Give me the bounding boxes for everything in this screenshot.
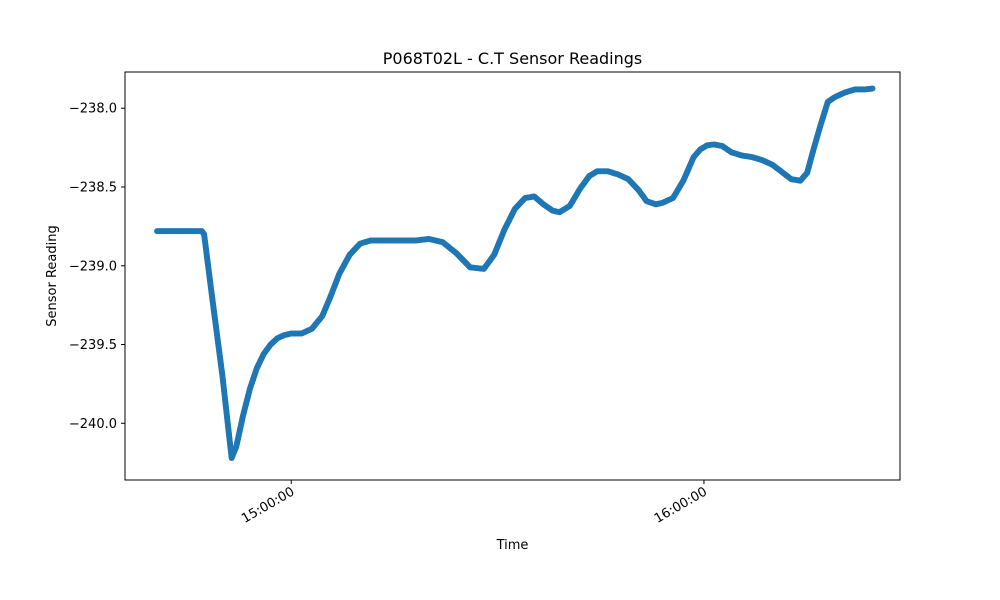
x-tick-label: 16:00:00 [652,484,710,526]
data-points-layer [154,85,876,461]
y-tick-label: −238.5 [69,180,117,195]
x-axis-title: Time [496,538,529,553]
plot-area-frame [124,71,901,481]
y-tick-label: −239.0 [69,259,117,274]
y-tick-label: −239.5 [69,338,117,353]
data-point [869,85,876,92]
y-tick-label: −240.0 [69,417,117,432]
chart-title: P068T02L - C.T Sensor Readings [383,49,643,68]
y-tick-label: −238.0 [69,102,117,117]
y-axis-title: Sensor Reading [45,225,60,326]
x-tick-label: 15:00:00 [239,484,297,526]
ticks-layer: −238.0 −238.5 −239.0 −239.5 −240.0 15:00:00 16… [69,102,710,527]
